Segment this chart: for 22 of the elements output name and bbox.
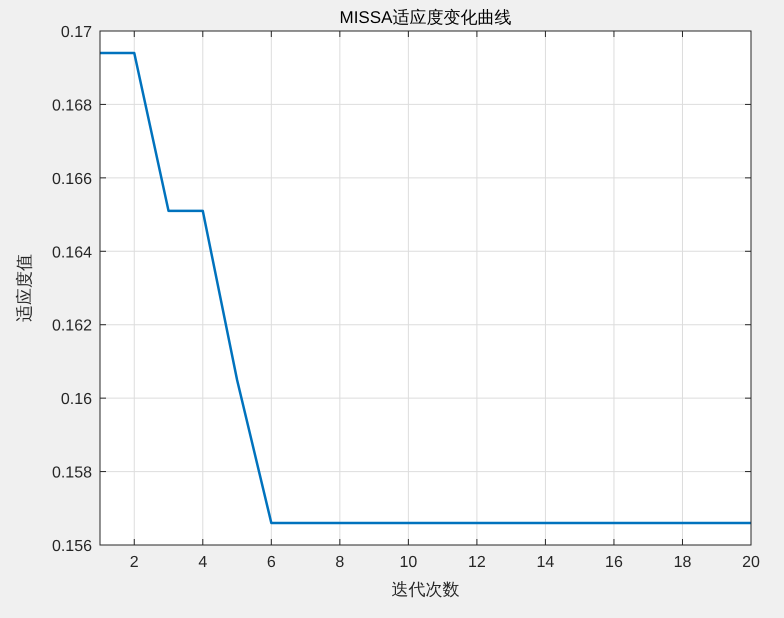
chart-title: MISSA适应度变化曲线 <box>340 8 512 27</box>
x-tick-label: 8 <box>335 554 344 571</box>
x-tick-label: 12 <box>468 554 486 571</box>
x-tick-label: 16 <box>605 554 623 571</box>
x-axis-title: 迭代次数 <box>392 580 460 600</box>
line-series <box>98 52 752 524</box>
x-tick-label: 20 <box>742 554 760 571</box>
y-tick-label: 0.156 <box>52 538 92 555</box>
y-tick-label: 0.16 <box>60 391 92 408</box>
y-axis-title: 适应度值 <box>15 254 35 322</box>
x-tick-label: 6 <box>266 554 276 571</box>
y-tick-label: 0.158 <box>52 464 92 482</box>
y-tick-label: 0.168 <box>52 97 92 114</box>
x-tick-label: 10 <box>399 554 418 571</box>
x-tick-label: 14 <box>536 554 554 571</box>
y-tick-label: 0.17 <box>60 24 92 41</box>
x-tick-label: 2 <box>130 554 139 571</box>
y-tick-label: 0.166 <box>52 170 92 188</box>
y-tick-label: 0.162 <box>52 318 92 335</box>
x-tick-label: 18 <box>674 554 692 571</box>
x-tick-label: 4 <box>198 554 208 571</box>
y-tick-label: 0.164 <box>52 244 92 262</box>
